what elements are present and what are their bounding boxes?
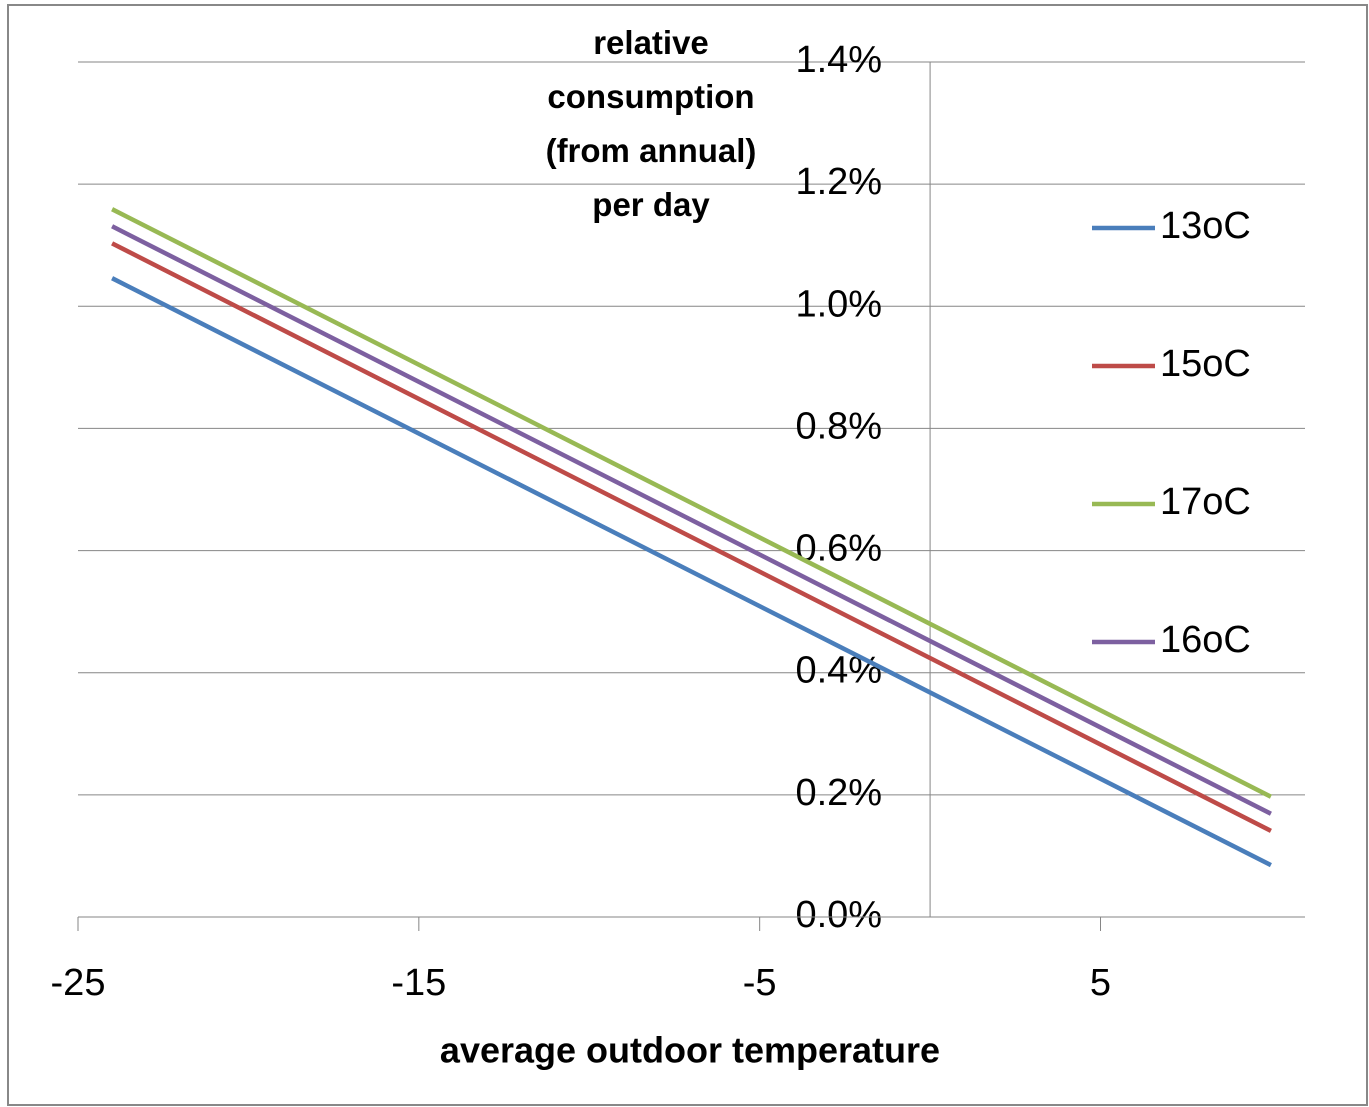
y-tick-label: 1.2%	[795, 161, 882, 203]
series-line	[111, 241, 1272, 833]
legend-label: 13oC	[1160, 205, 1251, 247]
y-tick-label: 1.0%	[795, 283, 882, 325]
y-tick-label: 0.4%	[795, 650, 882, 692]
x-axis-title: average outdoor temperature	[440, 1030, 940, 1071]
x-tick-label: -15	[391, 962, 446, 1004]
y-tick-label: 1.4%	[795, 39, 882, 81]
y-tick-label: 0.8%	[795, 405, 882, 447]
x-tick-label: 5	[1090, 962, 1111, 1004]
chart-frame	[7, 4, 1368, 1106]
series-line	[111, 224, 1272, 816]
x-tick-label: -25	[51, 962, 106, 1004]
y-axis-title: relative consumption (from annual) per d…	[545, 24, 757, 223]
y-tick-label: 0.2%	[795, 772, 882, 814]
x-tick-label: -5	[743, 962, 777, 1004]
legend-label: 15oC	[1160, 343, 1251, 385]
series-line	[111, 207, 1272, 799]
series-line	[111, 276, 1272, 868]
legend-label: 16oC	[1160, 619, 1251, 661]
legend-label: 17oC	[1160, 481, 1251, 523]
y-tick-label: 0.0%	[795, 894, 882, 936]
